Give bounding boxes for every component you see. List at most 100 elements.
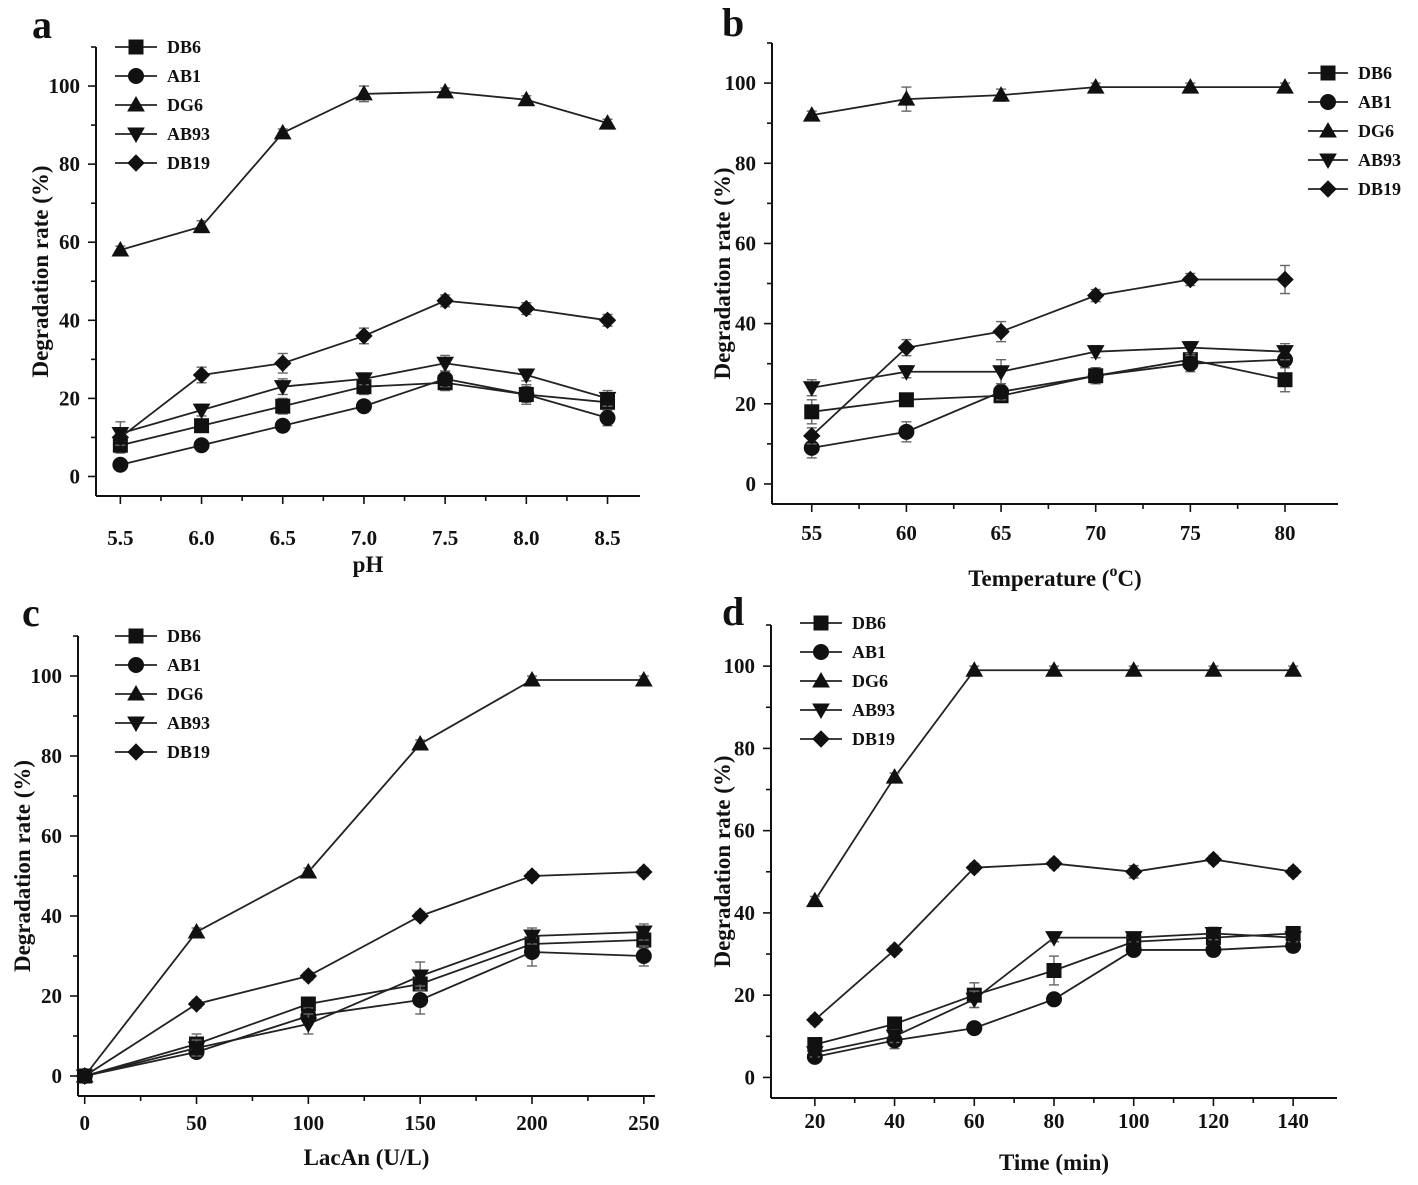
data-point <box>273 380 292 396</box>
y-tick-label: 80 <box>734 736 755 760</box>
data-point <box>523 670 541 687</box>
data-point <box>1182 355 1199 372</box>
data-point <box>885 1029 904 1046</box>
data-point <box>192 403 211 420</box>
y-tick-label: 0 <box>746 472 757 496</box>
x-tick-label: 200 <box>516 1111 548 1135</box>
data-point <box>598 391 617 408</box>
data-point <box>355 84 373 101</box>
legend-marker <box>127 684 145 701</box>
legend-marker <box>127 127 145 144</box>
x-tick-label: 7.5 <box>432 526 458 550</box>
data-point <box>436 356 454 373</box>
y-tick-label: 40 <box>734 901 755 925</box>
series-AB1 <box>112 370 616 473</box>
data-point <box>111 241 130 257</box>
data-point <box>598 311 617 330</box>
legend-marker <box>128 657 144 673</box>
y-tick-label: 100 <box>31 664 63 688</box>
data-point <box>1045 854 1063 873</box>
data-point <box>436 292 454 310</box>
data-point <box>802 381 821 397</box>
data-point <box>1124 661 1143 677</box>
data-point <box>523 944 540 960</box>
x-tick-label: 5.5 <box>107 526 133 550</box>
data-point <box>1204 661 1223 677</box>
legend-marker <box>1320 65 1336 81</box>
legend: DB6 AB1 DG6 AB93 DB19 <box>115 626 210 762</box>
data-point <box>299 862 318 879</box>
data-point <box>517 299 536 318</box>
data-point <box>1284 661 1303 677</box>
x-tick-label: 100 <box>293 1111 325 1135</box>
legend-label: AB1 <box>1358 92 1392 112</box>
data-point <box>887 1016 903 1032</box>
y-tick-label: 20 <box>41 984 62 1008</box>
legend-marker <box>812 703 830 720</box>
y-tick-label: 80 <box>735 151 756 175</box>
x-tick-label: 80 <box>1044 1109 1065 1133</box>
data-point <box>111 428 130 447</box>
data-point <box>805 891 824 908</box>
y-tick-label: 80 <box>41 744 62 768</box>
x-tick-label: 7.0 <box>351 526 377 550</box>
data-point <box>299 1017 318 1034</box>
data-point <box>803 427 821 445</box>
x-axis-title: Time (min) <box>999 1150 1109 1175</box>
data-point <box>1046 991 1062 1008</box>
data-point <box>436 82 454 99</box>
series-DB19 <box>803 264 1294 445</box>
y-tick-label: 100 <box>49 74 81 98</box>
data-point <box>898 423 915 440</box>
legend-marker <box>128 628 144 644</box>
data-point <box>1204 926 1223 943</box>
panel-letter: a <box>32 2 52 47</box>
series-DG6 <box>802 78 1294 122</box>
series-AB1 <box>803 350 1293 459</box>
series-DB19 <box>111 292 617 447</box>
panel-letter: b <box>722 0 744 45</box>
data-point <box>274 417 291 434</box>
data-point <box>993 383 1010 400</box>
data-point <box>885 941 904 959</box>
x-axis-title: Temperature (oC) <box>968 563 1141 591</box>
legend: DB6 AB1 DG6 AB93 DB19 <box>800 613 895 749</box>
legend-marker <box>812 671 830 688</box>
legend-label: AB1 <box>167 66 201 86</box>
y-tick-label: 0 <box>745 1065 756 1089</box>
legend-label: AB93 <box>167 713 210 733</box>
y-tick-label: 20 <box>735 392 756 416</box>
data-point <box>966 1020 983 1037</box>
data-point <box>965 992 984 1009</box>
x-tick-label: 6.0 <box>188 526 214 550</box>
data-point <box>273 123 292 140</box>
data-point <box>897 90 916 106</box>
y-axis-title: Degradation rate (%) <box>710 755 735 967</box>
data-point <box>412 992 429 1008</box>
panel-d: d 20 40 60 80 100 120 140 0 20 40 60 80 100 Degradatio… <box>710 589 1337 1175</box>
data-point <box>517 368 536 384</box>
legend-marker <box>127 154 145 172</box>
series-DG6 <box>111 82 617 257</box>
series-AB93 <box>805 926 1303 1062</box>
data-point <box>1086 345 1105 361</box>
series-line <box>84 871 644 1077</box>
x-tick-label: 100 <box>1118 1109 1150 1133</box>
data-point <box>805 1046 824 1062</box>
data-point <box>965 858 983 877</box>
data-point <box>355 398 372 415</box>
series-line <box>811 278 1285 437</box>
data-point <box>355 372 373 388</box>
y-axis-title: Degradation rate (%) <box>710 167 735 379</box>
x-tick-label: 150 <box>404 1111 436 1135</box>
legend-label: DB19 <box>167 742 210 762</box>
series-line <box>811 358 1286 449</box>
legend-marker <box>812 730 830 748</box>
data-point <box>1046 962 1062 978</box>
series-line <box>84 951 644 1077</box>
data-point <box>411 734 430 751</box>
data-point <box>1276 270 1294 289</box>
data-point <box>598 114 617 130</box>
data-point <box>1086 286 1105 305</box>
